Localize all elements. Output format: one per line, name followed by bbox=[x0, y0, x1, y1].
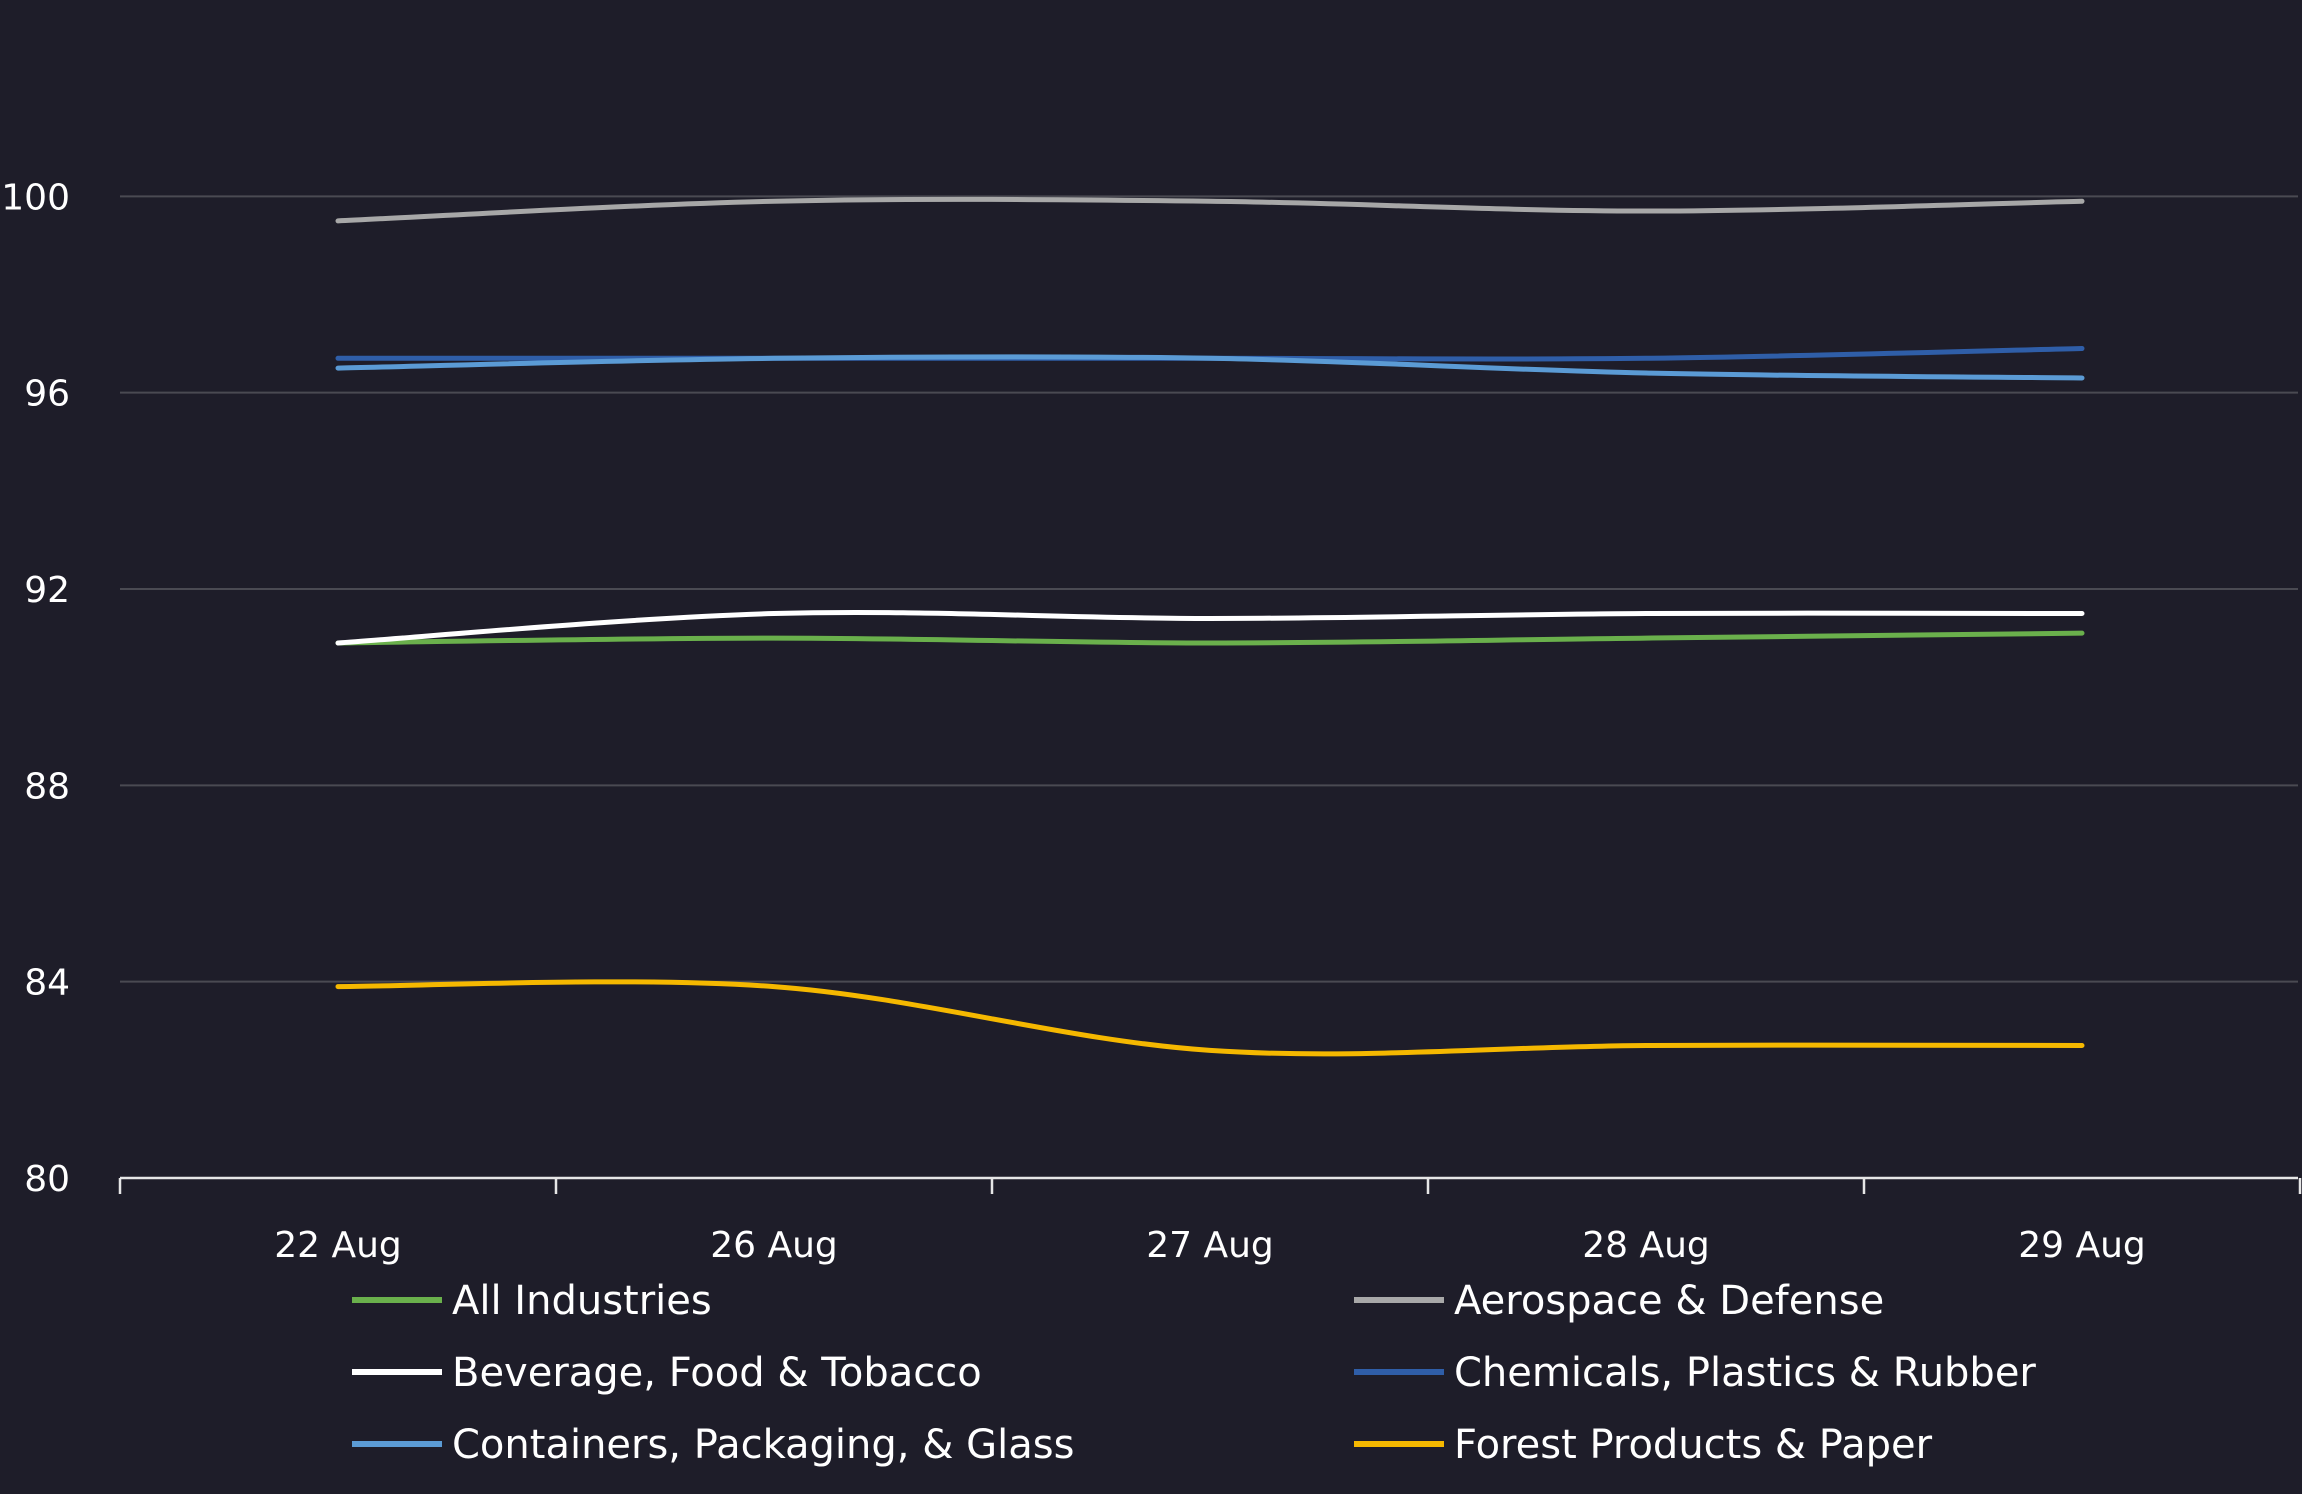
y-tick-label: 100 bbox=[1, 177, 70, 218]
legend-item: Containers, Packaging, & Glass bbox=[352, 1422, 1074, 1468]
legend: All Industries Aerospace & Defense Beverag… bbox=[352, 1278, 2036, 1468]
y-tick-label: 84 bbox=[24, 963, 70, 1004]
series-forest-products-paper bbox=[335, 979, 2085, 1057]
x-tick-label: 22 Aug bbox=[274, 1225, 402, 1266]
legend-label: Chemicals, Plastics & Rubber bbox=[1454, 1350, 2036, 1396]
series-containers-packaging-glass bbox=[335, 354, 2085, 381]
series-aerospace-defense bbox=[335, 196, 2085, 224]
legend-item: All Industries bbox=[352, 1278, 712, 1324]
y-tick-label: 88 bbox=[24, 766, 70, 807]
legend-label: Forest Products & Paper bbox=[1454, 1422, 1933, 1468]
y-tick-label: 96 bbox=[24, 374, 70, 415]
legend-item: Forest Products & Paper bbox=[1354, 1422, 1933, 1468]
series-beverage-food-tobacco bbox=[335, 609, 2085, 646]
series-lines bbox=[335, 196, 2085, 1057]
x-tick-label: 29 Aug bbox=[2018, 1225, 2146, 1266]
x-axis bbox=[118, 1176, 2302, 1194]
legend-label: Containers, Packaging, & Glass bbox=[452, 1422, 1074, 1468]
x-axis-tick-labels: 22 Aug 26 Aug 27 Aug 28 Aug 29 Aug bbox=[274, 1225, 2146, 1266]
legend-item: Chemicals, Plastics & Rubber bbox=[1354, 1350, 2036, 1396]
series-line bbox=[335, 609, 2085, 646]
x-tick-label: 27 Aug bbox=[1146, 1225, 1274, 1266]
series-line bbox=[335, 979, 2085, 1057]
legend-label: All Industries bbox=[452, 1278, 712, 1324]
legend-item: Aerospace & Defense bbox=[1354, 1278, 1884, 1324]
x-tick-label: 28 Aug bbox=[1582, 1225, 1710, 1266]
series-line bbox=[335, 354, 2085, 381]
x-tick-label: 26 Aug bbox=[710, 1225, 838, 1266]
legend-label: Aerospace & Defense bbox=[1454, 1278, 1884, 1324]
y-tick-label: 92 bbox=[24, 570, 70, 611]
series-line bbox=[335, 196, 2085, 224]
series-line bbox=[335, 630, 2085, 646]
grid-layer bbox=[120, 195, 2298, 983]
legend-item: Beverage, Food & Tobacco bbox=[352, 1350, 982, 1396]
legend-label: Beverage, Food & Tobacco bbox=[452, 1350, 982, 1396]
series-all-industries bbox=[335, 630, 2085, 646]
y-tick-label: 80 bbox=[24, 1159, 70, 1200]
y-axis-tick-labels: 80 84 88 92 96 100 bbox=[1, 177, 70, 1200]
